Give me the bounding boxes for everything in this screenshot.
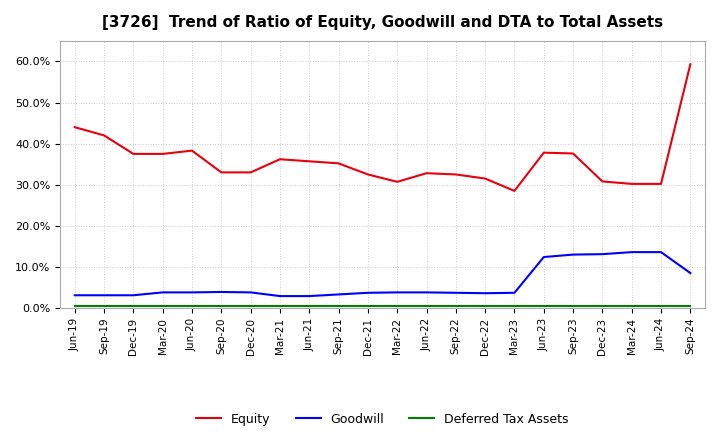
Goodwill xyxy=(657,249,665,255)
Deferred Tax Assets xyxy=(627,303,636,308)
Deferred Tax Assets xyxy=(276,303,284,308)
Goodwill xyxy=(686,271,695,276)
Equity xyxy=(481,176,490,181)
Equity xyxy=(217,170,225,175)
Goodwill xyxy=(217,290,225,295)
Goodwill xyxy=(539,254,548,260)
Deferred Tax Assets xyxy=(188,303,197,308)
Deferred Tax Assets xyxy=(158,303,167,308)
Goodwill xyxy=(246,290,255,295)
Line: Equity: Equity xyxy=(75,64,690,191)
Equity xyxy=(100,133,109,138)
Equity xyxy=(569,151,577,156)
Goodwill xyxy=(188,290,197,295)
Equity xyxy=(539,150,548,155)
Deferred Tax Assets xyxy=(100,303,109,308)
Equity xyxy=(451,172,460,177)
Deferred Tax Assets xyxy=(129,303,138,308)
Deferred Tax Assets xyxy=(334,303,343,308)
Title: [3726]  Trend of Ratio of Equity, Goodwill and DTA to Total Assets: [3726] Trend of Ratio of Equity, Goodwil… xyxy=(102,15,663,30)
Goodwill xyxy=(627,249,636,255)
Deferred Tax Assets xyxy=(451,303,460,308)
Equity xyxy=(158,151,167,157)
Equity xyxy=(686,62,695,67)
Goodwill xyxy=(510,290,519,295)
Goodwill xyxy=(422,290,431,295)
Goodwill xyxy=(569,252,577,257)
Goodwill xyxy=(158,290,167,295)
Line: Goodwill: Goodwill xyxy=(75,252,690,296)
Deferred Tax Assets xyxy=(364,303,372,308)
Equity xyxy=(129,151,138,157)
Goodwill xyxy=(451,290,460,295)
Deferred Tax Assets xyxy=(686,303,695,308)
Goodwill xyxy=(393,290,402,295)
Equity xyxy=(422,171,431,176)
Equity xyxy=(305,159,314,164)
Goodwill xyxy=(598,252,607,257)
Equity xyxy=(627,181,636,187)
Equity xyxy=(246,170,255,175)
Deferred Tax Assets xyxy=(217,303,225,308)
Goodwill xyxy=(129,293,138,298)
Equity xyxy=(71,125,79,130)
Goodwill xyxy=(305,293,314,299)
Equity xyxy=(657,181,665,187)
Deferred Tax Assets xyxy=(71,303,79,308)
Goodwill xyxy=(364,290,372,295)
Goodwill xyxy=(276,293,284,299)
Deferred Tax Assets xyxy=(569,303,577,308)
Deferred Tax Assets xyxy=(510,303,519,308)
Equity xyxy=(598,179,607,184)
Equity xyxy=(188,148,197,153)
Deferred Tax Assets xyxy=(481,303,490,308)
Goodwill xyxy=(100,293,109,298)
Deferred Tax Assets xyxy=(657,303,665,308)
Deferred Tax Assets xyxy=(393,303,402,308)
Equity xyxy=(393,179,402,184)
Deferred Tax Assets xyxy=(422,303,431,308)
Equity xyxy=(364,172,372,177)
Legend: Equity, Goodwill, Deferred Tax Assets: Equity, Goodwill, Deferred Tax Assets xyxy=(192,408,574,431)
Goodwill xyxy=(71,293,79,298)
Equity xyxy=(510,188,519,194)
Equity xyxy=(276,157,284,162)
Deferred Tax Assets xyxy=(598,303,607,308)
Goodwill xyxy=(481,290,490,296)
Equity xyxy=(334,161,343,166)
Goodwill xyxy=(334,292,343,297)
Deferred Tax Assets xyxy=(305,303,314,308)
Deferred Tax Assets xyxy=(539,303,548,308)
Deferred Tax Assets xyxy=(246,303,255,308)
